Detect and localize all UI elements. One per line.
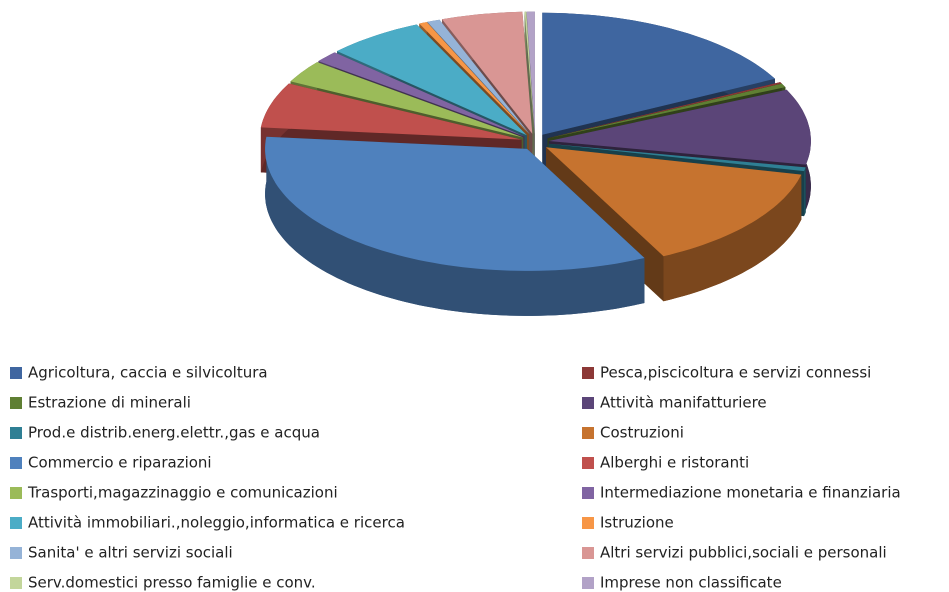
pie-slice bbox=[419, 22, 530, 135]
pie-slice bbox=[547, 82, 782, 139]
pie-slice bbox=[427, 19, 530, 135]
legend-swatch bbox=[10, 517, 22, 529]
legend-swatch bbox=[582, 487, 594, 499]
legend-label: Sanita' e altri servizi sociali bbox=[28, 544, 233, 562]
legend-swatch bbox=[582, 427, 594, 439]
pie-slice bbox=[260, 83, 522, 140]
legend-swatch bbox=[582, 517, 594, 529]
legend-label: Alberghi e ristoranti bbox=[600, 454, 749, 472]
pie-slice bbox=[442, 11, 533, 134]
pie-slice bbox=[290, 62, 524, 138]
legend-label: Estrazione di minerali bbox=[28, 394, 191, 412]
legend-swatch bbox=[582, 457, 594, 469]
legend-swatch bbox=[10, 577, 22, 589]
pie-slice bbox=[265, 136, 645, 271]
pie-slice bbox=[337, 24, 527, 136]
legend-label: Agricoltura, caccia e silvicoltura bbox=[28, 364, 268, 382]
slice bbox=[265, 136, 645, 316]
legend-swatch bbox=[10, 397, 22, 409]
legend-label: Attività manifatturiere bbox=[600, 394, 767, 412]
pie-slice bbox=[542, 12, 775, 135]
pie-slice bbox=[526, 11, 535, 134]
pie-slice bbox=[546, 147, 802, 257]
legend-label: Prod.e distrib.energ.elettr.,gas e acqua bbox=[28, 424, 320, 442]
legend-label: Attività immobiliari.,noleggio,informati… bbox=[28, 514, 405, 532]
legend-label: Istruzione bbox=[600, 514, 674, 532]
legend-label: Trasporti,magazzinaggio e comunicazioni bbox=[27, 484, 338, 502]
legend-label: Serv.domestici presso famiglie e conv. bbox=[28, 574, 316, 592]
legend-swatch bbox=[582, 547, 594, 559]
legend-swatch bbox=[10, 367, 22, 379]
pie-slice bbox=[548, 143, 806, 172]
legend-label: Altri servizi pubblici,sociali e persona… bbox=[600, 544, 887, 562]
slice-side bbox=[265, 136, 645, 316]
pie-slice bbox=[524, 11, 535, 134]
pie-slice bbox=[547, 83, 786, 139]
slice-side bbox=[663, 174, 802, 302]
pie-slice bbox=[548, 89, 811, 165]
legend-swatch bbox=[10, 547, 22, 559]
legend-swatch bbox=[10, 427, 22, 439]
legend-label: Commercio e riparazioni bbox=[28, 454, 212, 472]
legend-swatch bbox=[10, 457, 22, 469]
legend-swatch bbox=[10, 487, 22, 499]
pie-slice bbox=[318, 52, 525, 137]
legend-swatch bbox=[582, 397, 594, 409]
slice-side bbox=[804, 167, 806, 217]
legend-swatch bbox=[582, 577, 594, 589]
legend-label: Imprese non classificate bbox=[600, 574, 782, 592]
legend-label: Costruzioni bbox=[600, 424, 684, 442]
legend-swatch bbox=[582, 367, 594, 379]
legend-label: Intermediazione monetaria e finanziaria bbox=[600, 484, 901, 502]
legend-label: Pesca,piscicoltura e servizi connessi bbox=[600, 364, 871, 382]
